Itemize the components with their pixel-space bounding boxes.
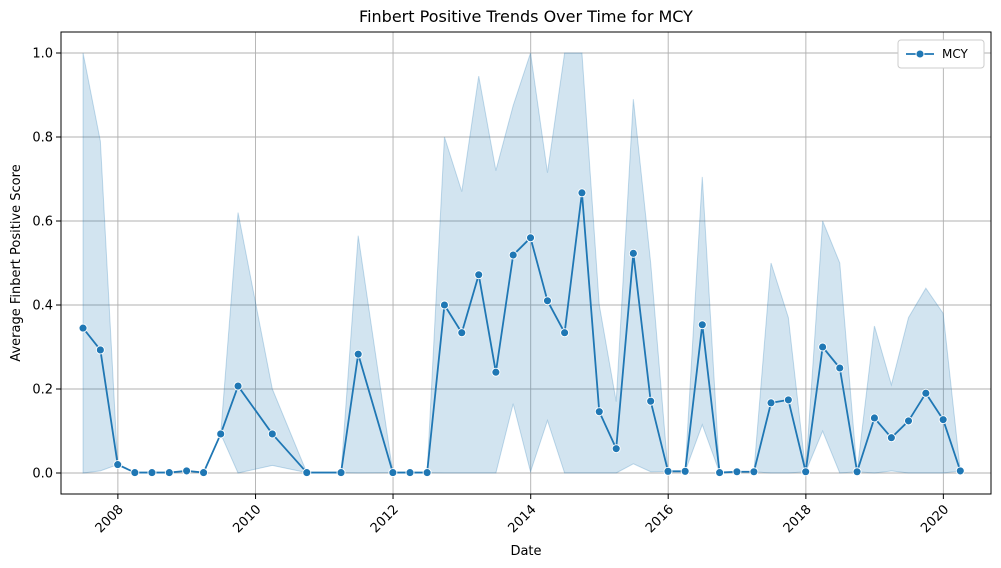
plot-area-frame — [60, 31, 992, 495]
y-tick-label: 0.2 — [32, 383, 53, 398]
data-point — [113, 460, 123, 470]
data-point — [818, 342, 828, 352]
data-point — [95, 345, 105, 355]
data-point — [233, 381, 243, 391]
data-point — [783, 395, 793, 405]
data-point — [216, 429, 226, 439]
data-point — [749, 467, 759, 477]
data-point — [938, 415, 948, 425]
data-point — [852, 467, 862, 477]
data-point — [474, 270, 484, 280]
data-point — [715, 468, 725, 478]
y-tick-label: 0.6 — [32, 215, 53, 230]
data-point — [422, 468, 432, 478]
grid — [61, 32, 991, 494]
data-point — [801, 467, 811, 477]
data-point — [457, 328, 467, 338]
data-point — [508, 250, 518, 260]
data-point — [835, 363, 845, 373]
data-point — [663, 466, 673, 476]
data-point — [577, 188, 587, 198]
chart-title: Finbert Positive Trends Over Time for MC… — [359, 7, 693, 26]
data-point — [491, 367, 501, 377]
data-point — [130, 468, 140, 478]
data-point — [336, 468, 346, 478]
legend-label-mcy: MCY — [942, 47, 969, 61]
data-point — [732, 467, 742, 477]
data-point — [164, 468, 174, 478]
data-point — [182, 466, 192, 476]
data-point — [147, 468, 157, 478]
data-point — [388, 468, 398, 478]
data-point — [353, 349, 363, 359]
data-point — [955, 466, 965, 476]
data-point — [697, 320, 707, 330]
data-point — [560, 328, 570, 338]
data-point — [594, 407, 604, 417]
data-point — [904, 416, 913, 426]
data-point — [78, 323, 88, 333]
data-point — [766, 398, 776, 408]
data-point — [543, 296, 552, 306]
y-tick-label: 0.8 — [32, 131, 53, 146]
data-point — [611, 444, 621, 454]
data-point — [526, 233, 535, 243]
data-point — [440, 300, 449, 310]
data-point — [267, 429, 277, 439]
data-point — [405, 468, 415, 478]
legend: MCY — [897, 39, 985, 69]
y-axis: 0.0 0.2 0.4 0.6 0.8 1.0 — [32, 47, 61, 482]
data-point — [921, 388, 931, 398]
series-line-group — [82, 191, 962, 474]
x-axis-label: Date — [510, 544, 541, 559]
y-tick-label: 1.0 — [32, 47, 53, 62]
y-tick-label: 0.0 — [32, 467, 53, 482]
legend-marker-swatch — [915, 49, 925, 59]
legend-box — [897, 39, 985, 69]
data-point — [628, 248, 638, 258]
y-tick-label: 0.4 — [32, 299, 53, 314]
data-point — [646, 396, 656, 406]
data-point — [869, 413, 879, 423]
y-axis-label: Average Finbert Positive Score — [9, 164, 24, 361]
data-point — [199, 468, 209, 478]
data-point — [302, 468, 312, 478]
data-point — [886, 433, 896, 443]
series-line-mcy — [82, 191, 962, 474]
data-points — [78, 188, 965, 478]
data-point — [680, 466, 690, 476]
